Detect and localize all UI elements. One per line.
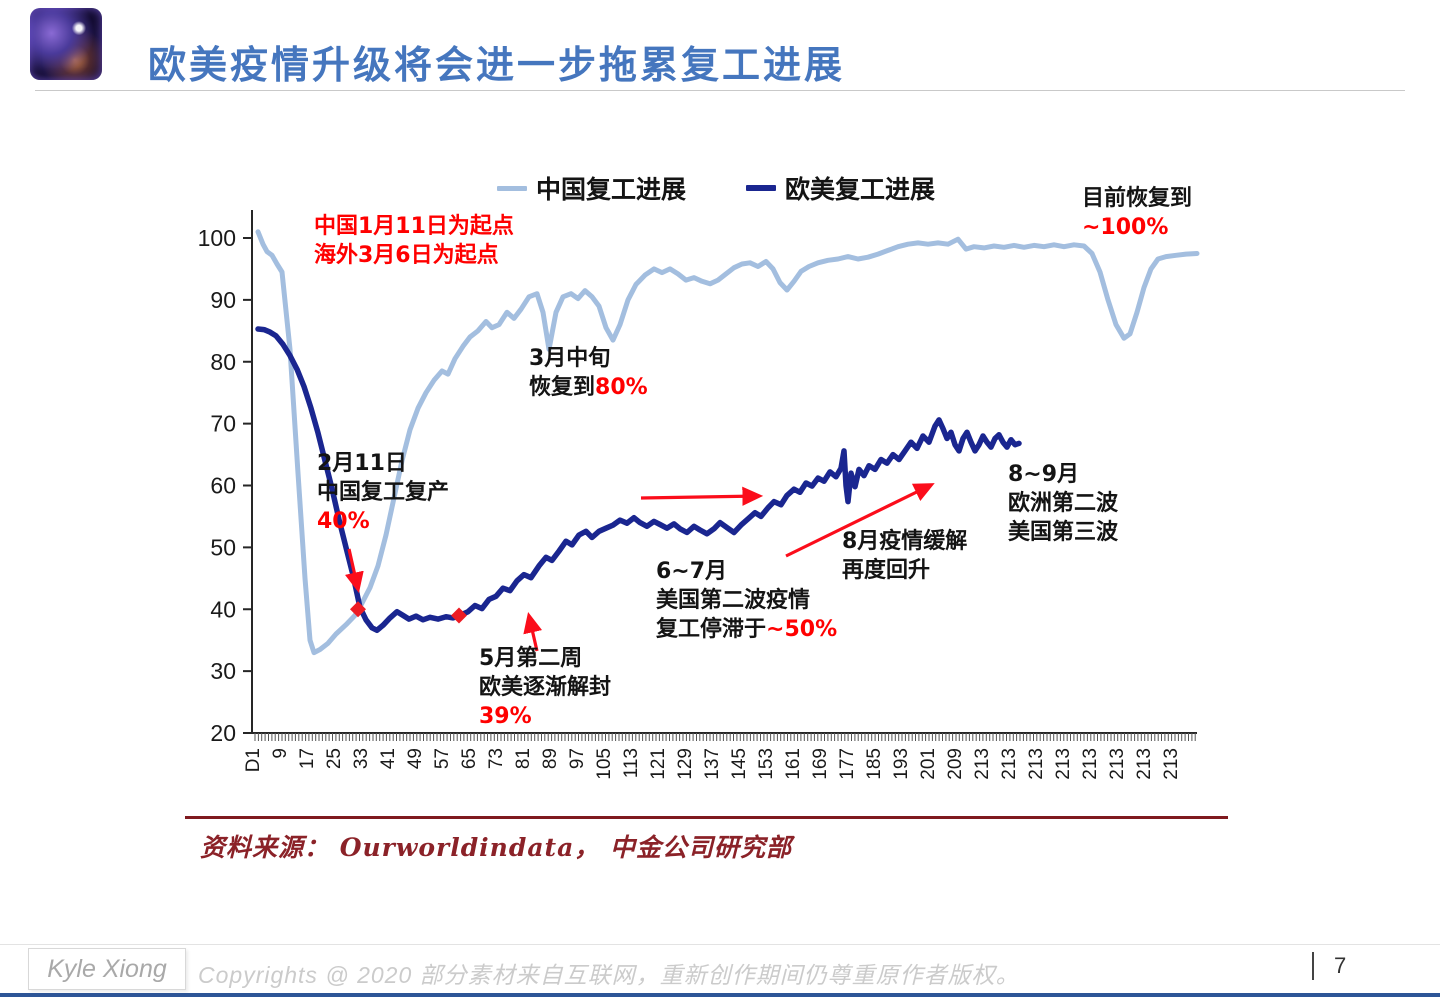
svg-text:25: 25	[324, 748, 345, 769]
annotation-current: 目前恢复到 ~100%	[1082, 186, 1193, 240]
svg-text:213: 213	[999, 748, 1020, 780]
svg-text:161: 161	[783, 748, 804, 780]
annotation-feb11: 2月11日 中国复工复产 40%	[317, 451, 450, 534]
svg-text:40: 40	[210, 596, 236, 622]
china-line-swatch	[497, 185, 527, 191]
svg-text:73: 73	[486, 748, 507, 769]
eu-us-line-swatch	[746, 185, 777, 191]
svg-text:70: 70	[210, 411, 236, 437]
svg-text:41: 41	[378, 748, 399, 769]
svg-text:153: 153	[756, 748, 777, 780]
svg-text:33: 33	[351, 748, 372, 769]
annotation-may2: 5月第二周 欧美逐渐解封 39%	[479, 646, 612, 729]
svg-text:169: 169	[810, 748, 831, 780]
svg-text:17: 17	[297, 748, 318, 769]
svg-text:100: 100	[198, 225, 236, 251]
page-title: 欧美疫情升级将会进一步拖累复工进展	[148, 42, 846, 87]
author-box: Kyle Xiong	[28, 948, 186, 990]
svg-text:65: 65	[459, 748, 480, 769]
svg-text:105: 105	[594, 748, 615, 780]
svg-text:185: 185	[864, 748, 885, 780]
page-number-container: 7	[1312, 952, 1346, 980]
source-label: 资料来源： Ourworldindata， 中金公司研究部	[200, 833, 792, 862]
legend-item-eu-us: 欧美复工进展	[746, 170, 935, 206]
svg-text:121: 121	[648, 748, 669, 780]
svg-text:201: 201	[918, 748, 939, 780]
svg-text:193: 193	[891, 748, 912, 780]
svg-text:97: 97	[567, 748, 588, 769]
svg-text:145: 145	[729, 748, 750, 780]
company-logo	[30, 8, 102, 80]
annotation-augsep: 8~9月 欧洲第二波 美国第三波	[1008, 462, 1119, 545]
page-number: 7	[1334, 953, 1347, 978]
annotation-junjul: 6~7月 美国第二波疫情 复工停滞于~50%	[656, 559, 838, 642]
legend-item-china: 中国复工进展	[497, 170, 686, 206]
svg-text:213: 213	[1080, 748, 1101, 780]
footer-divider	[0, 944, 1440, 945]
author-name: Kyle Xiong	[47, 954, 167, 983]
svg-text:81: 81	[513, 748, 534, 769]
svg-text:113: 113	[621, 748, 642, 778]
legend-label-china: 中国复工进展	[536, 175, 687, 204]
svg-text:213: 213	[1134, 748, 1155, 780]
page-number-divider	[1312, 952, 1314, 980]
copyright-text: Copyrights @ 2020 部分素材来自互联网，重新创作期间仍尊重原作者…	[198, 962, 1020, 988]
svg-text:137: 137	[702, 748, 723, 780]
title-divider	[35, 90, 1405, 91]
svg-text:213: 213	[1053, 748, 1074, 780]
svg-text:209: 209	[945, 748, 966, 780]
annotation-aug: 8月疫情缓解 再度回升	[842, 529, 968, 583]
svg-text:90: 90	[210, 287, 236, 313]
svg-text:80: 80	[210, 349, 236, 375]
chart-legend: 中国复工进展 欧美复工进展	[497, 170, 935, 206]
svg-text:89: 89	[540, 748, 561, 769]
svg-text:50: 50	[210, 534, 236, 560]
svg-text:213: 213	[1161, 748, 1182, 780]
annotation-start: 中国1月11日为起点 海外3月6日为起点	[314, 214, 514, 268]
svg-text:D1: D1	[243, 748, 264, 772]
bottom-accent-bar	[0, 993, 1440, 997]
svg-text:30: 30	[210, 658, 236, 684]
svg-text:60: 60	[210, 473, 236, 499]
svg-text:213: 213	[1107, 748, 1128, 780]
svg-text:129: 129	[675, 748, 696, 780]
svg-text:57: 57	[432, 748, 453, 769]
legend-label-eu-us: 欧美复工进展	[785, 175, 936, 204]
svg-text:49: 49	[405, 748, 426, 769]
annotation-mid-march: 3月中旬 恢复到80%	[529, 346, 648, 400]
svg-text:213: 213	[972, 748, 993, 780]
source-divider	[185, 816, 1228, 819]
svg-text:9: 9	[270, 748, 291, 759]
svg-text:213: 213	[1026, 748, 1047, 780]
svg-text:177: 177	[837, 748, 858, 780]
svg-text:20: 20	[210, 720, 236, 746]
